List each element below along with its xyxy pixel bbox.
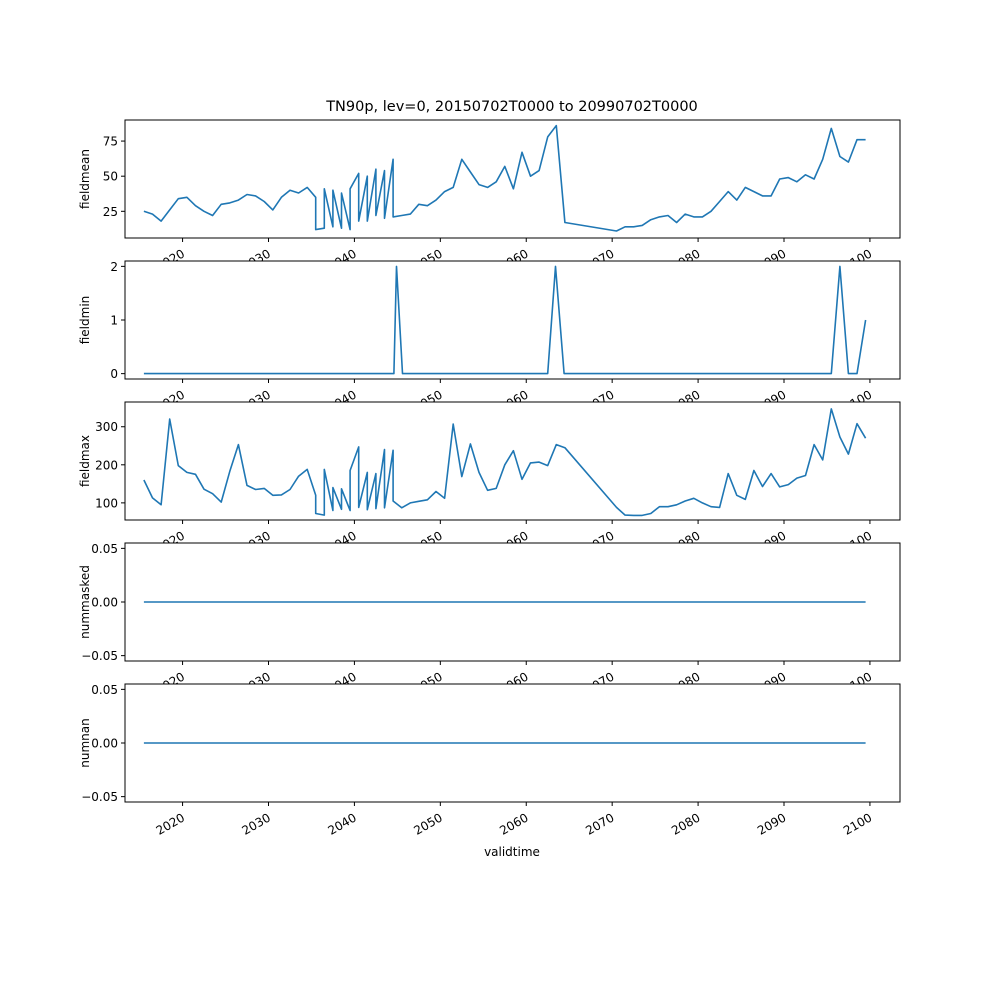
y-tick-label-numnan: −0.05 [81, 790, 118, 804]
y-axis-label-fieldmin: fieldmin [78, 296, 92, 345]
axes-frame-fieldmean [124, 119, 901, 239]
y-tick-label-fieldmax: 200 [95, 458, 118, 472]
y-tick-label-nummasked: −0.05 [81, 649, 118, 663]
series-line-fieldmin [143, 265, 867, 375]
y-tick-label-fieldmin: 2 [110, 260, 118, 274]
y-tick-label-nummasked: 0.00 [91, 596, 118, 610]
y-axis-label-fieldmax: fieldmax [78, 435, 92, 487]
y-tick-label-fieldmin: 0 [110, 367, 118, 381]
y-tick-label-fieldmax: 300 [95, 420, 118, 434]
axes-background [125, 402, 900, 520]
chart-title: TN90p, lev=0, 20150702T0000 to 20990702T… [325, 99, 698, 115]
y-axis-label-numnan: numnan [78, 718, 92, 767]
y-tick-label-fieldmean: 50 [103, 170, 118, 184]
y-tick-label-numnan: 0.00 [91, 737, 118, 751]
y-axis-label-fieldmean: fieldmean [78, 149, 92, 209]
axes-frame-fieldmax [124, 401, 901, 521]
series-line-fieldmax [143, 408, 867, 517]
y-tick-label-fieldmean: 75 [103, 135, 118, 149]
y-tick-label-fieldmin: 1 [110, 314, 118, 328]
y-tick-label-fieldmean: 25 [103, 205, 118, 219]
y-tick-label-fieldmax: 100 [95, 496, 118, 510]
y-tick-label-numnan: 0.05 [91, 683, 118, 697]
y-axis-label-nummasked: nummasked [78, 565, 92, 639]
axes-background [125, 261, 900, 379]
y-tick-label-nummasked: 0.05 [91, 542, 118, 556]
x-axis-label: validtime [484, 845, 540, 859]
series-line-fieldmean [143, 124, 866, 232]
